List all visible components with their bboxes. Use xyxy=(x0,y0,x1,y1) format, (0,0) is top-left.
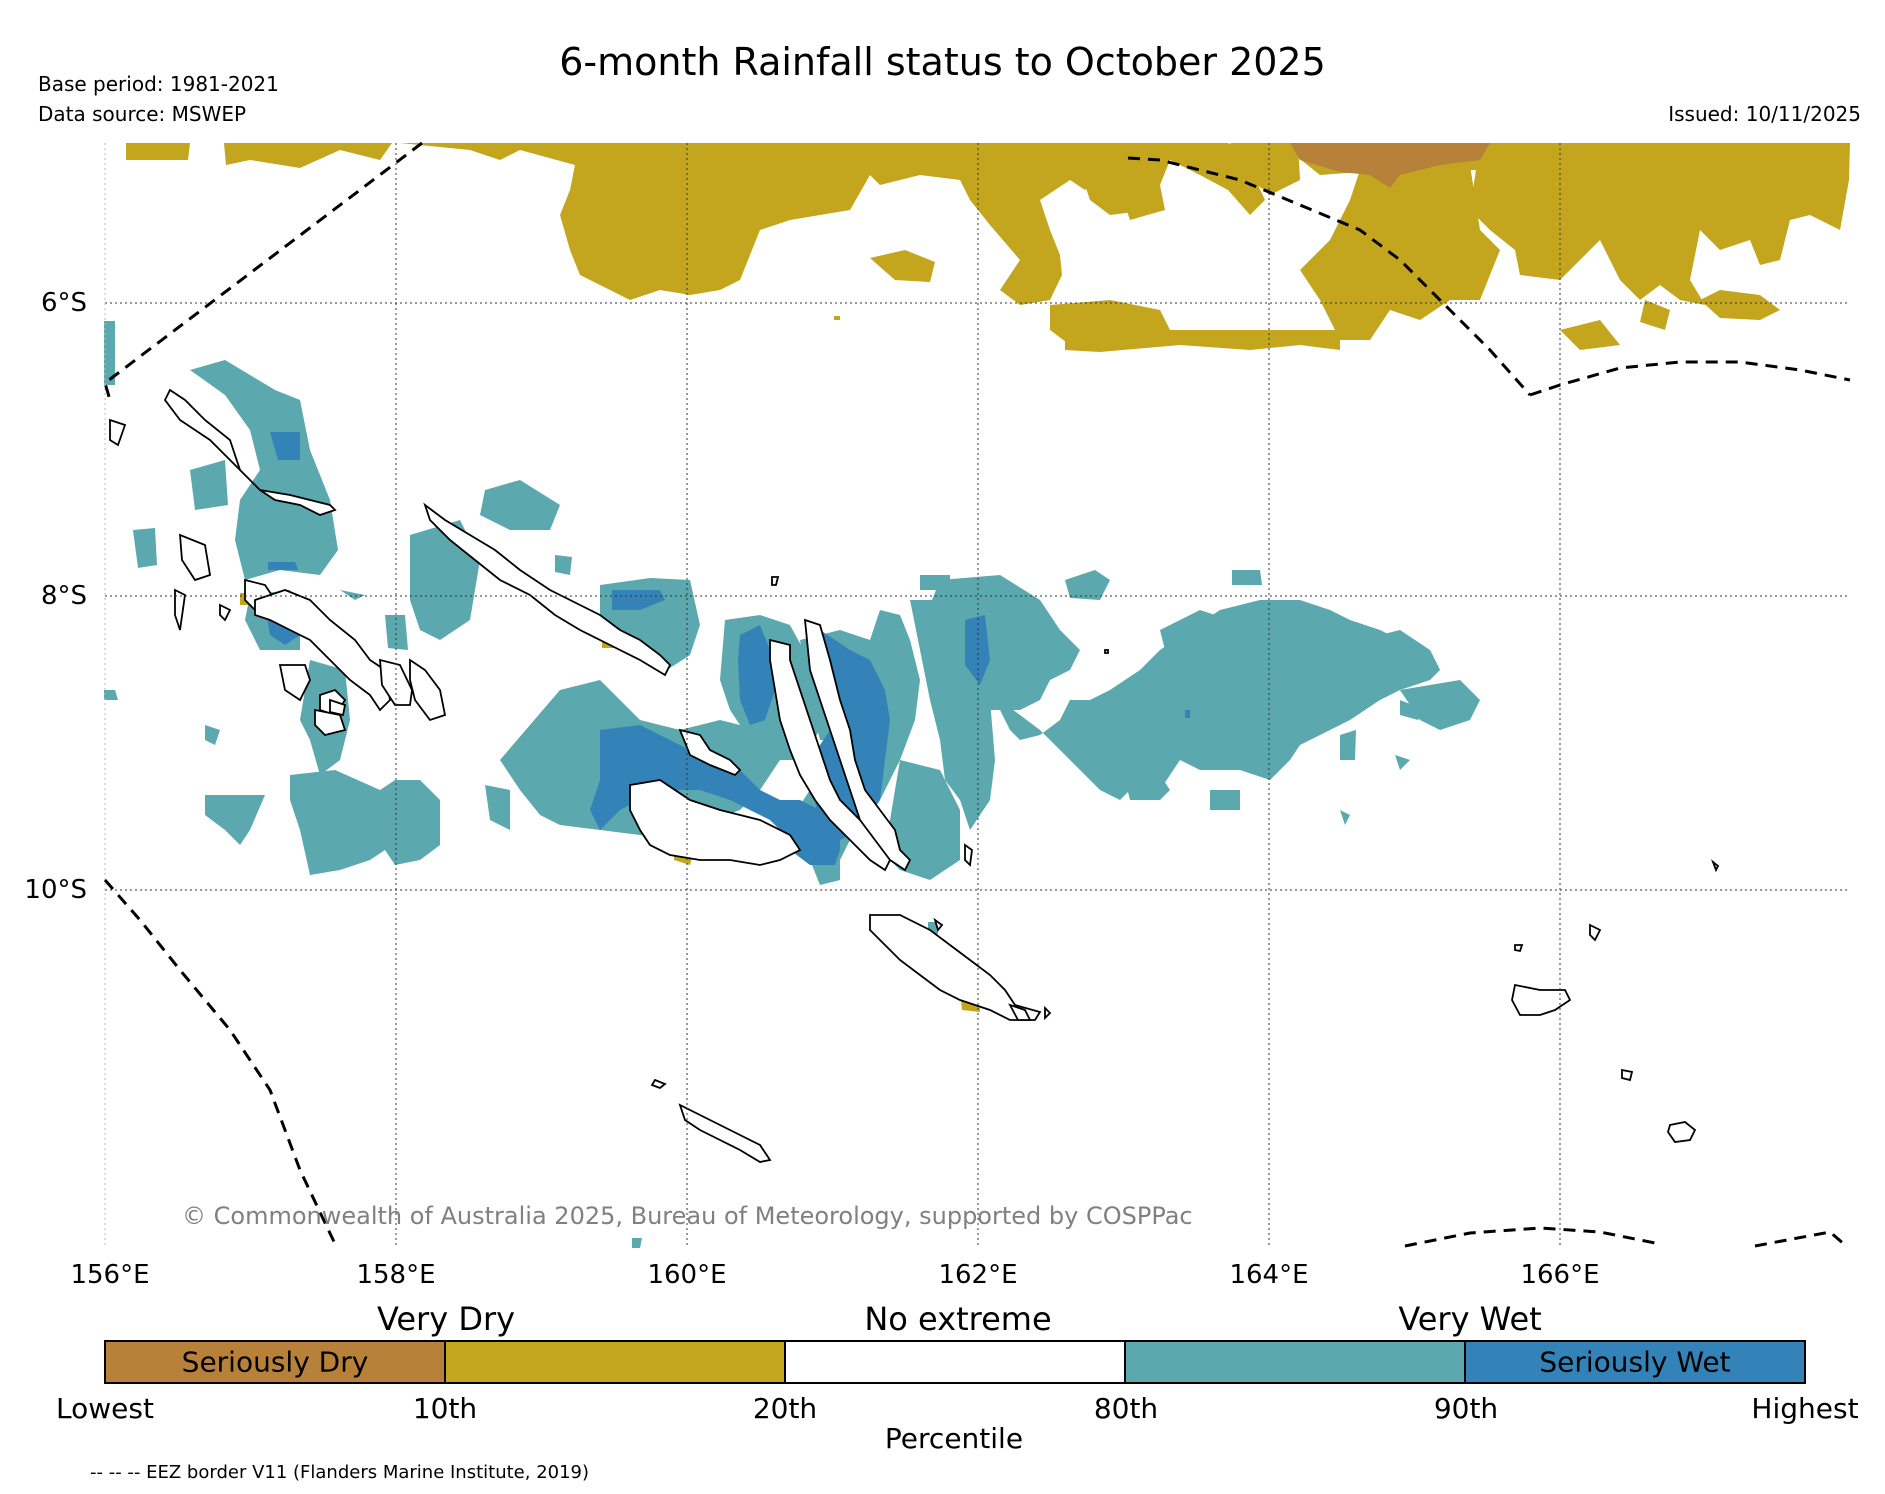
lon-label-158: 158°E xyxy=(356,1260,436,1290)
graticule xyxy=(105,143,1850,1246)
category-very-dry: Very Dry xyxy=(376,1300,516,1338)
lat-label-10s: 10°S xyxy=(24,875,87,905)
lat-label-6s: 6°S xyxy=(40,288,87,318)
colorbar-seriously-dry: Seriously Dry xyxy=(106,1342,446,1382)
category-no-extreme: No extreme xyxy=(864,1300,1052,1338)
lon-label-164: 164°E xyxy=(1229,1260,1309,1290)
lon-label-156: 156°E xyxy=(70,1260,150,1290)
colorbar-title: Percentile xyxy=(884,1422,1024,1455)
very-dry-areas xyxy=(126,143,1850,1012)
lon-label-160: 160°E xyxy=(647,1260,727,1290)
eez-borders xyxy=(103,141,1851,1248)
colorbar-very-dry xyxy=(446,1342,786,1382)
colorbar-seriously-wet: Seriously Wet xyxy=(1466,1342,1804,1382)
lat-label-8s: 8°S xyxy=(40,581,87,611)
tick-90th: 90th xyxy=(1433,1392,1499,1425)
tick-10th: 10th xyxy=(412,1392,478,1425)
eez-legend-note: -- -- -- EEZ border V11 (Flanders Marine… xyxy=(90,1462,590,1483)
very-wet-areas xyxy=(104,321,1480,1248)
tick-80th: 80th xyxy=(1093,1392,1159,1425)
seriously-wet-label: Seriously Wet xyxy=(1539,1345,1731,1379)
category-very-wet: Very Wet xyxy=(1398,1300,1542,1338)
tick-highest: Highest xyxy=(1751,1392,1859,1425)
lon-label-162: 162°E xyxy=(938,1260,1018,1290)
tick-20th: 20th xyxy=(752,1392,818,1425)
lon-label-166: 166°E xyxy=(1520,1260,1600,1290)
seriously-dry-areas xyxy=(1290,143,1490,188)
colorbar: Seriously Dry Seriously Wet xyxy=(104,1340,1806,1384)
colorbar-very-wet xyxy=(1126,1342,1466,1382)
tick-lowest: Lowest xyxy=(56,1392,154,1425)
base-period-label: Base period: 1981-2021 xyxy=(38,72,279,96)
copyright-notice: © Commonwealth of Australia 2025, Bureau… xyxy=(182,1202,1193,1230)
coastlines xyxy=(109,388,1720,1163)
seriously-dry-label: Seriously Dry xyxy=(181,1345,369,1379)
colorbar-no-extreme xyxy=(786,1342,1126,1382)
map-title: 6-month Rainfall status to October 2025 xyxy=(559,40,1326,84)
issued-date-label: Issued: 10/11/2025 xyxy=(1668,102,1861,126)
data-source-label: Data source: MSWEP xyxy=(38,102,247,126)
